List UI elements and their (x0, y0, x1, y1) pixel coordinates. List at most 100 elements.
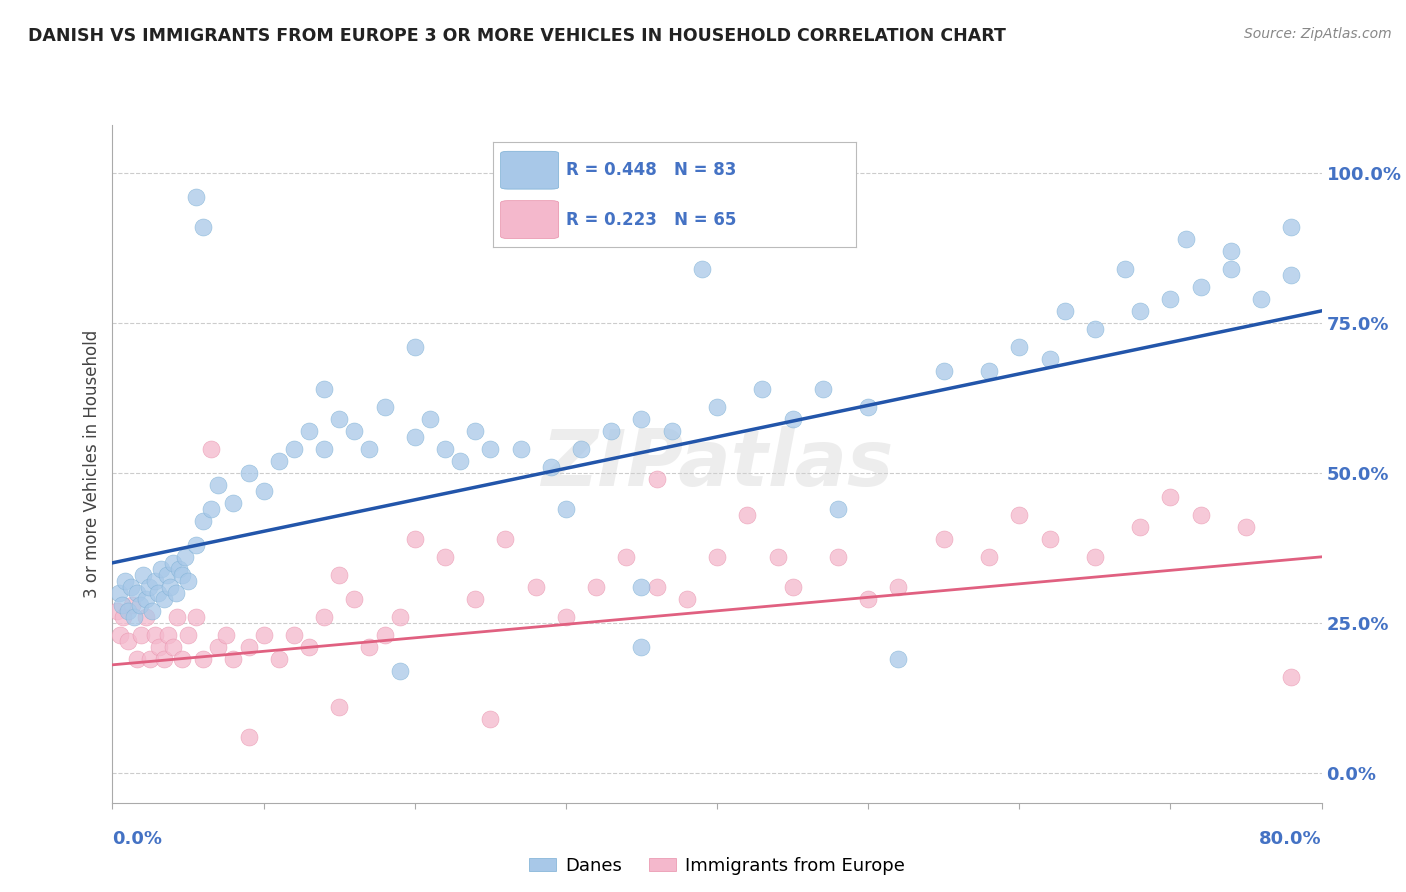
Point (283, 628, 305, 642)
Point (253, 628, 276, 642)
Point (184, 190, 207, 204)
Point (1159, 292, 1181, 306)
Point (1234, 520, 1257, 534)
Point (600, 424, 623, 438)
Point (827, 549, 849, 564)
Point (238, 466, 260, 480)
Point (112, 610, 135, 624)
Point (153, 591, 176, 606)
Point (117, 633, 139, 648)
Point (1220, 244, 1243, 258)
Point (184, 610, 207, 624)
Point (200, 501, 222, 516)
Point (751, 382, 773, 396)
Point (766, 549, 789, 564)
Point (120, 580, 142, 594)
Point (887, 652, 910, 666)
Point (328, 412, 350, 426)
Point (932, 364, 955, 378)
Point (404, 430, 426, 444)
Point (827, 501, 849, 516)
Point (129, 628, 152, 642)
Point (569, 442, 592, 456)
Point (343, 424, 366, 438)
Point (661, 424, 683, 438)
Point (110, 598, 132, 612)
Point (1189, 280, 1212, 294)
Point (122, 610, 145, 624)
Point (141, 604, 163, 618)
Point (107, 586, 129, 600)
Point (159, 580, 181, 594)
Point (1053, 303, 1076, 318)
Point (434, 442, 457, 456)
Point (359, 442, 381, 456)
Point (1038, 351, 1062, 366)
Point (328, 699, 350, 714)
Point (200, 442, 222, 456)
Point (979, 549, 1001, 564)
Point (105, 604, 128, 618)
Point (1129, 520, 1152, 534)
Point (207, 478, 229, 492)
Point (139, 652, 162, 666)
Point (554, 501, 576, 516)
Point (177, 574, 200, 588)
Point (314, 442, 336, 456)
Point (143, 628, 166, 642)
Point (143, 574, 166, 588)
Point (191, 652, 215, 666)
Point (464, 424, 486, 438)
Point (207, 640, 229, 654)
Point (191, 514, 215, 528)
Point (1084, 549, 1107, 564)
Point (135, 610, 157, 624)
Point (267, 454, 290, 468)
Point (858, 400, 880, 414)
Point (782, 412, 804, 426)
Point (388, 610, 411, 624)
Point (138, 580, 160, 594)
Point (170, 567, 193, 582)
Point (121, 598, 143, 612)
Point (434, 549, 457, 564)
Point (932, 532, 955, 546)
Legend: Danes, Immigrants from Europe: Danes, Immigrants from Europe (522, 849, 912, 882)
Point (630, 640, 652, 654)
Point (157, 628, 180, 642)
Point (222, 496, 245, 510)
Point (177, 628, 200, 642)
Point (148, 640, 170, 654)
Point (630, 580, 652, 594)
Point (149, 562, 172, 576)
Point (404, 532, 426, 546)
Point (165, 586, 187, 600)
Text: Source: ZipAtlas.com: Source: ZipAtlas.com (1244, 27, 1392, 41)
Point (585, 580, 607, 594)
Point (1281, 219, 1303, 234)
Point (314, 610, 336, 624)
Point (1008, 340, 1031, 354)
Point (153, 652, 176, 666)
Point (1084, 322, 1107, 336)
Point (1114, 261, 1136, 276)
Point (238, 730, 260, 744)
Point (267, 652, 290, 666)
Point (737, 508, 759, 522)
Text: DANISH VS IMMIGRANTS FROM EUROPE 3 OR MORE VEHICLES IN HOUSEHOLD CORRELATION CHA: DANISH VS IMMIGRANTS FROM EUROPE 3 OR MO… (28, 27, 1007, 45)
Point (117, 604, 139, 618)
Point (146, 586, 169, 600)
Point (162, 556, 184, 570)
Point (167, 562, 190, 576)
Point (1129, 303, 1152, 318)
Point (343, 591, 366, 606)
Point (479, 442, 502, 456)
Point (298, 424, 321, 438)
Point (156, 567, 179, 582)
Point (191, 219, 215, 234)
Point (554, 610, 576, 624)
Point (1038, 532, 1062, 546)
Point (174, 549, 197, 564)
Text: ZIPatlas: ZIPatlas (541, 425, 893, 502)
Point (645, 580, 668, 594)
